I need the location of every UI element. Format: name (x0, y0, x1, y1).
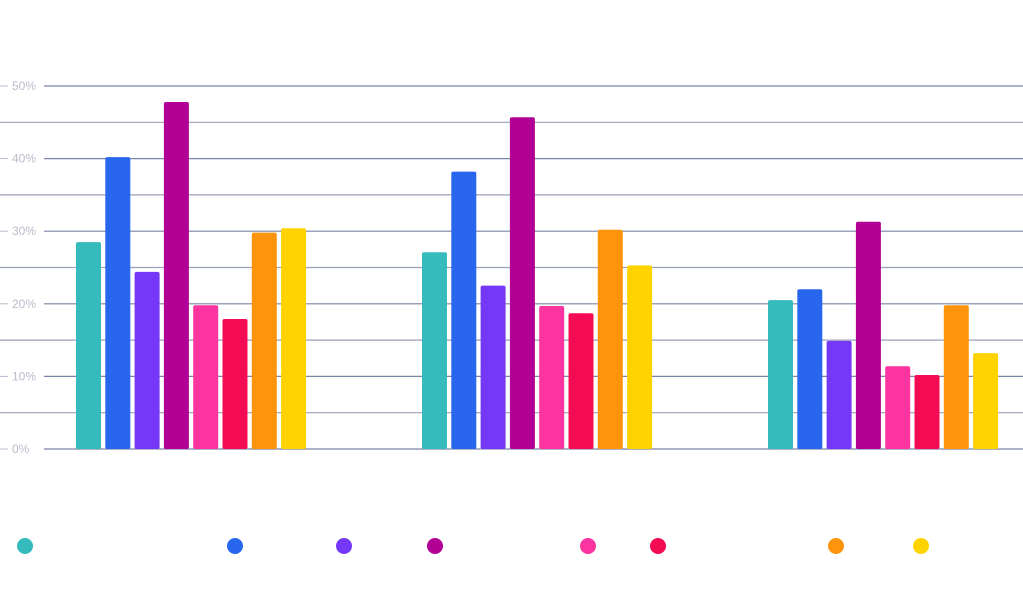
y-tick-label: 30% (12, 224, 36, 238)
bar[interactable] (76, 242, 101, 449)
bar[interactable] (627, 265, 653, 449)
y-tick-label: 20% (12, 297, 36, 311)
legend-marker[interactable] (427, 538, 443, 554)
bar[interactable] (826, 340, 852, 449)
bar[interactable] (480, 285, 506, 449)
y-tick-label: 40% (12, 152, 36, 166)
bar[interactable] (509, 117, 535, 449)
legend-marker[interactable] (580, 538, 596, 554)
bar[interactable] (973, 353, 999, 449)
legend-marker[interactable] (17, 538, 33, 554)
bar[interactable] (422, 252, 447, 449)
bar[interactable] (539, 305, 565, 449)
bar[interactable] (914, 374, 940, 449)
bar[interactable] (281, 228, 307, 449)
bar[interactable] (222, 319, 248, 449)
bar[interactable] (163, 101, 189, 450)
bar[interactable] (768, 300, 793, 449)
y-tick-label: 10% (12, 369, 36, 383)
legend-marker[interactable] (336, 538, 352, 554)
y-tick-label: 50% (12, 79, 36, 93)
bar[interactable] (134, 271, 160, 449)
bar[interactable] (451, 171, 477, 449)
legend-marker[interactable] (227, 538, 243, 554)
legend-marker[interactable] (650, 538, 666, 554)
bar[interactable] (251, 232, 277, 449)
legend-marker[interactable] (913, 538, 929, 554)
bar[interactable] (105, 157, 131, 449)
bar[interactable] (568, 313, 594, 449)
y-tick-label: 0% (12, 442, 30, 456)
bar[interactable] (597, 229, 623, 449)
bar[interactable] (885, 366, 911, 449)
bar[interactable] (855, 221, 881, 449)
legend-marker[interactable] (828, 538, 844, 554)
bar[interactable] (193, 305, 219, 449)
bar[interactable] (943, 305, 969, 449)
bar[interactable] (797, 289, 823, 449)
